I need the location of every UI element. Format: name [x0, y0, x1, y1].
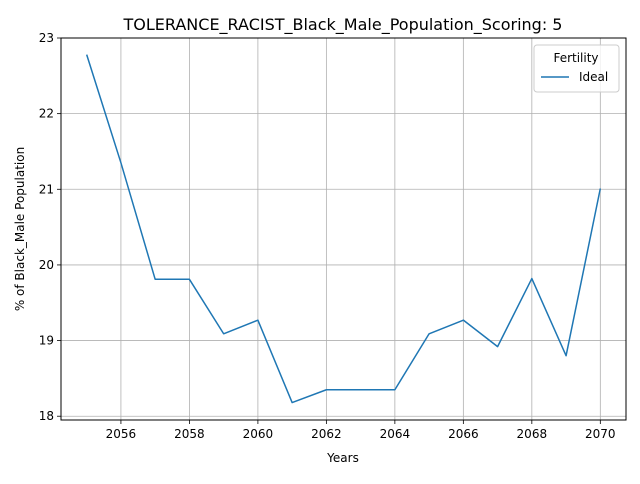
chart-title: TOLERANCE_RACIST_Black_Male_Population_S… — [123, 15, 563, 35]
x-tick-label: 2056 — [106, 427, 137, 441]
y-tick-label: 21 — [39, 182, 54, 196]
x-tick-label: 2068 — [517, 427, 548, 441]
y-tick-label: 18 — [39, 409, 54, 423]
y-tick-label: 19 — [39, 334, 54, 348]
y-tick-label: 20 — [39, 258, 54, 272]
y-axis-label: % of Black_Male Population — [13, 147, 27, 311]
x-tick-label: 2062 — [311, 427, 342, 441]
x-tick-label: 2060 — [243, 427, 274, 441]
legend-title: Fertility — [553, 51, 598, 65]
x-tick-label: 2058 — [174, 427, 205, 441]
x-tick-label: 2066 — [448, 427, 479, 441]
legend-label: Ideal — [579, 70, 608, 84]
x-axis-label: Years — [326, 451, 359, 465]
x-tick-label: 2064 — [380, 427, 411, 441]
x-tick-label: 2070 — [585, 427, 616, 441]
series-layer — [85, 54, 602, 404]
legend: Fertility Ideal — [533, 44, 620, 93]
plot-frame — [60, 37, 627, 421]
y-tick-label: 22 — [39, 107, 54, 121]
y-tick-label: 23 — [39, 31, 54, 45]
x-axis-ticks: 2056 2058 2060 2062 2064 2066 2068 2070 — [106, 420, 616, 441]
series-line-0 — [85, 54, 602, 404]
y-axis-ticks: 18 19 20 21 22 23 — [39, 31, 61, 423]
legend-box — [533, 44, 620, 93]
